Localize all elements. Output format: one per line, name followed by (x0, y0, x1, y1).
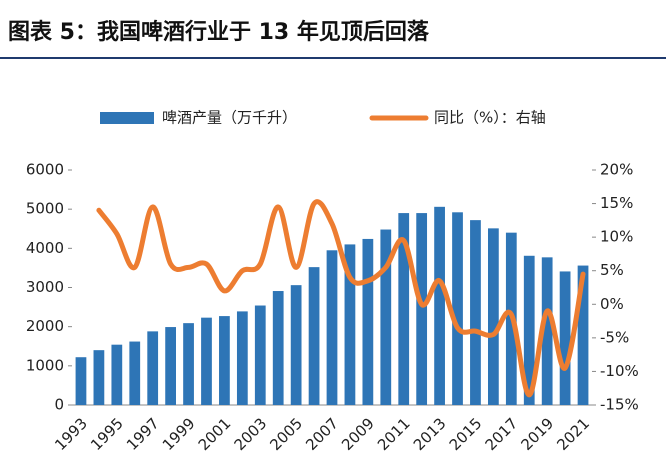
bar (219, 316, 230, 405)
x-tick-label: 2017 (482, 414, 522, 454)
bar (559, 271, 571, 405)
x-tick-label: 2013 (410, 414, 450, 454)
x-tick-label: 2011 (374, 414, 414, 454)
bar (75, 357, 87, 405)
bar (254, 305, 266, 405)
bar (236, 311, 248, 405)
bar (452, 212, 463, 405)
x-tick-label: 1999 (159, 414, 199, 454)
bar (541, 257, 553, 405)
bar (326, 250, 338, 405)
y2-tick-label: -10% (600, 362, 639, 380)
y-tick-label: 0 (54, 396, 64, 414)
chart-title: 图表 5：我国啤酒行业于 13 年见顶后回落 (8, 19, 430, 45)
x-tick-label: 2007 (302, 414, 342, 454)
y-tick-label: 4000 (26, 239, 64, 257)
bar (147, 331, 159, 405)
bar (488, 228, 499, 405)
x-tick-label: 2001 (195, 414, 235, 454)
x-tick-label: 2015 (446, 414, 486, 454)
y2-tick-label: 20% (600, 161, 633, 179)
bar (362, 238, 374, 405)
y2-tick-label: -5% (600, 328, 629, 346)
y2-tick-label: 0% (600, 295, 624, 313)
bar (344, 244, 356, 405)
y-tick-label: 5000 (26, 200, 64, 218)
bar (380, 229, 392, 405)
y2-tick-label: -15% (600, 396, 639, 414)
y-tick-label: 6000 (26, 161, 64, 179)
legend-swatch (100, 112, 154, 124)
bar (308, 267, 320, 405)
bar (416, 213, 428, 405)
line (96, 199, 586, 398)
legend-label: 啤酒产量（万千升） (162, 109, 297, 127)
x-tick-label: 2021 (553, 414, 593, 454)
bar (398, 213, 410, 405)
bar (290, 285, 302, 405)
x-tick-label: 1995 (87, 414, 127, 454)
x-tick-label: 2019 (517, 414, 557, 454)
bar (183, 323, 194, 405)
bar (165, 327, 176, 405)
y-tick-label: 1000 (26, 356, 64, 374)
y2-tick-label: 10% (600, 228, 633, 246)
x-tick-label: 2005 (266, 414, 306, 454)
bar (93, 350, 105, 405)
bar (129, 341, 141, 405)
bar (272, 291, 284, 405)
x-tick-label: 1997 (123, 414, 163, 454)
x-tick-label: 2003 (231, 414, 271, 454)
legend-label: 同比（%）：右轴 (434, 109, 546, 127)
bar (434, 206, 445, 405)
bar (470, 220, 481, 405)
y2-tick-label: 15% (600, 194, 633, 212)
y-tick-label: 2000 (26, 317, 64, 335)
bar (111, 344, 123, 405)
x-tick-label: 1993 (51, 414, 91, 454)
bar (577, 265, 589, 405)
y2-tick-label: 5% (600, 261, 624, 279)
y-tick-label: 3000 (26, 278, 64, 296)
bar (523, 255, 535, 405)
x-tick-label: 2009 (338, 414, 378, 454)
bar (201, 317, 212, 405)
